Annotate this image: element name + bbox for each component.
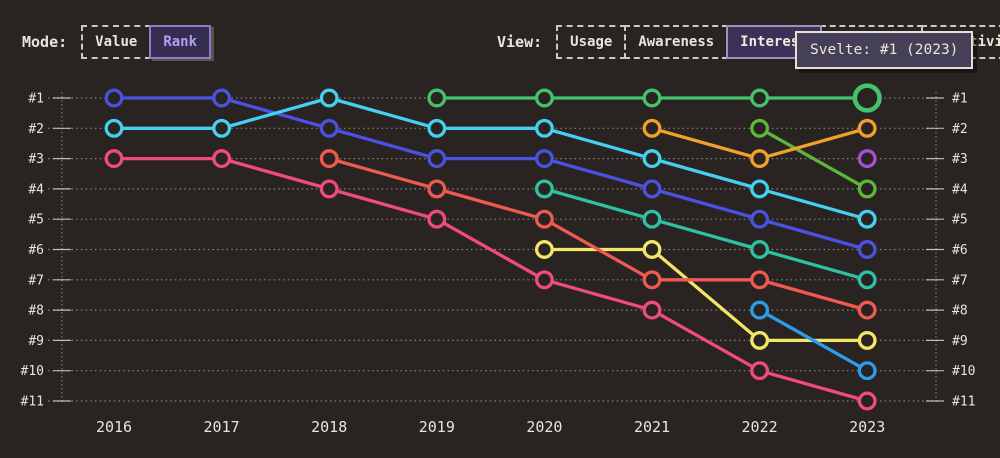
y-tick-label-right: #10 [952, 364, 975, 379]
series-line-sky-blue [757, 308, 869, 373]
view-option-awareness[interactable]: Awareness [624, 25, 729, 59]
data-point-lime-2023[interactable] [857, 179, 877, 199]
data-point-coral-2023[interactable] [857, 300, 877, 320]
y-tick-label-left: #4 [28, 182, 44, 197]
rank-bump-chart: #1 #1 #2 #2 #3 #3 #4 #4 #5 #5 #6 #6 #7 #7 #8 #8 #9 #9 #10 #… [21, 83, 975, 436]
y-tick-label-left: #1 [28, 92, 44, 107]
data-point-yellow-2023[interactable] [857, 330, 877, 350]
mode-label: Mode: [22, 33, 68, 51]
series-line-indigo [112, 96, 869, 252]
y-tick-label-right: #11 [952, 395, 975, 410]
y-tick-label-left: #6 [28, 243, 44, 258]
x-tick-label: 2018 [311, 418, 347, 436]
y-tick-label-left: #9 [28, 334, 44, 349]
x-tick-label: 2017 [204, 418, 240, 436]
data-point-cyan-2022[interactable] [750, 179, 770, 199]
data-point-svelte-2020[interactable] [534, 88, 554, 108]
x-tick-label: 2016 [96, 418, 132, 436]
data-point-indigo-2023[interactable] [857, 240, 877, 259]
data-point-cyan-2018[interactable] [319, 88, 339, 108]
series-line-pink [112, 156, 869, 403]
data-point-pink-2019[interactable] [427, 209, 447, 229]
data-point-coral-2019[interactable] [427, 179, 447, 199]
y-tick-label-left: #10 [21, 364, 44, 379]
data-point-sky-blue-2022[interactable] [750, 300, 770, 320]
data-point-cyan-2017[interactable] [212, 118, 232, 138]
data-point-svelte-2021[interactable] [642, 88, 662, 108]
data-point-indigo-2019[interactable] [427, 149, 447, 169]
data-point-coral-2022[interactable] [750, 270, 770, 290]
y-tick-label-right: #4 [952, 182, 968, 197]
view-label: View: [497, 33, 543, 51]
y-tick-label-left: #2 [28, 122, 44, 137]
data-point-pink-2018[interactable] [319, 179, 339, 199]
y-tick-label-right: #3 [952, 152, 968, 167]
data-point-teal-2020[interactable] [534, 179, 554, 199]
data-point-yellow-2020[interactable] [534, 240, 554, 259]
data-point-orange-2021[interactable] [642, 118, 662, 138]
data-point-sky-blue-2023[interactable] [857, 361, 877, 381]
data-point-lime-2022[interactable] [750, 118, 770, 138]
view-option-usage[interactable]: Usage [556, 25, 627, 59]
y-tick-label-left: #11 [21, 395, 44, 410]
data-point-purple-2023[interactable] [857, 149, 877, 169]
data-point-yellow-2021[interactable] [642, 240, 662, 259]
series-line-cyan [112, 96, 869, 221]
y-tick-label-right: #8 [952, 304, 968, 319]
data-point-cyan-2019[interactable] [427, 118, 447, 138]
data-point-indigo-2020[interactable] [534, 149, 554, 169]
y-tick-label-right: #1 [952, 92, 968, 107]
data-point-cyan-2020[interactable] [534, 118, 554, 138]
x-tick-label: 2022 [742, 418, 778, 436]
x-tick-label: 2020 [526, 418, 562, 436]
data-point-coral-2021[interactable] [642, 270, 662, 290]
mode-toggle: Mode: Value Rank [22, 25, 212, 59]
data-point-indigo-2021[interactable] [642, 179, 662, 199]
y-tick-label-left: #5 [28, 213, 44, 228]
mode-option-rank[interactable]: Rank [149, 25, 212, 59]
data-point-cyan-2021[interactable] [642, 149, 662, 169]
data-point-pink-2017[interactable] [212, 149, 232, 169]
mode-button-row: Value Rank [81, 25, 212, 59]
data-point-indigo-2017[interactable] [212, 88, 232, 108]
data-point-yellow-2022[interactable] [750, 330, 770, 350]
series-line-coral [327, 156, 869, 312]
data-point-pink-2020[interactable] [534, 270, 554, 290]
data-point-teal-2022[interactable] [750, 240, 770, 259]
data-point-svelte-2022[interactable] [750, 88, 770, 108]
x-tick-label: 2021 [634, 418, 670, 436]
chart-tooltip: Svelte: #1 (2023) [795, 31, 974, 69]
data-point-indigo-2016[interactable] [104, 88, 124, 108]
data-point-teal-2023[interactable] [857, 270, 877, 290]
y-tick-label-right: #7 [952, 273, 968, 288]
data-point-pink-2022[interactable] [750, 361, 770, 381]
data-point-orange-2023[interactable] [857, 118, 877, 138]
y-tick-label-right: #5 [952, 213, 968, 228]
data-point-orange-2022[interactable] [750, 149, 770, 169]
series-line-teal [542, 187, 869, 282]
y-tick-label-left: #3 [28, 152, 44, 167]
data-point-coral-2020[interactable] [534, 209, 554, 229]
data-point-indigo-2018[interactable] [319, 118, 339, 138]
mode-option-value[interactable]: Value [81, 25, 152, 59]
data-point-teal-2021[interactable] [642, 209, 662, 229]
data-point-cyan-2023[interactable] [857, 209, 877, 229]
data-point-svelte-2023[interactable] [852, 83, 882, 113]
data-point-pink-2021[interactable] [642, 300, 662, 320]
data-point-coral-2018[interactable] [319, 149, 339, 169]
x-tick-label: 2019 [419, 418, 455, 436]
data-point-pink-2023[interactable] [857, 391, 877, 411]
series-line-lime [757, 126, 869, 191]
y-tick-label-right: #9 [952, 334, 968, 349]
y-tick-label-right: #6 [952, 243, 968, 258]
x-tick-label: 2023 [849, 418, 885, 436]
data-point-svelte-2019[interactable] [427, 88, 447, 108]
data-point-cyan-2016[interactable] [104, 118, 124, 138]
data-point-pink-2016[interactable] [104, 149, 124, 169]
y-tick-label-left: #7 [28, 273, 44, 288]
y-tick-label-left: #8 [28, 304, 44, 319]
data-point-indigo-2022[interactable] [750, 209, 770, 229]
y-tick-label-right: #2 [952, 122, 968, 137]
